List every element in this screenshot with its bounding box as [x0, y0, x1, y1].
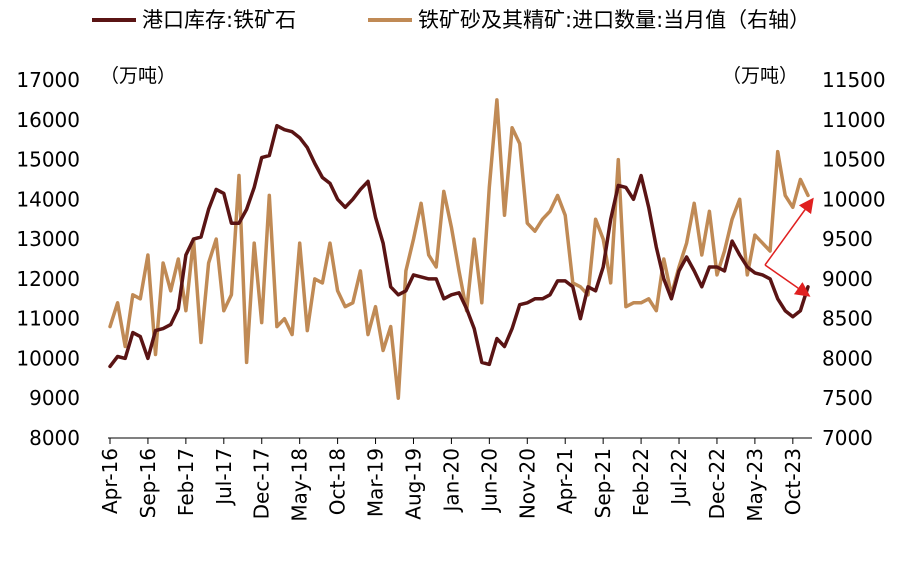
right-tick-label: 7500: [822, 386, 873, 410]
right-tick-label: 11000: [822, 108, 886, 132]
x-tick-label: Feb-22: [629, 448, 653, 516]
x-tick-label: Jul-22: [667, 448, 691, 507]
annotation-arrow-up: [764, 197, 814, 266]
right-tick-label: 9500: [822, 227, 873, 251]
series-line-imports: [108, 98, 810, 400]
right-tick-label: 10000: [822, 187, 886, 211]
left-tick-label: 8000: [29, 426, 80, 450]
x-tick-label: Jan-20: [439, 448, 463, 514]
x-tick-label: Aug-19: [401, 448, 425, 520]
x-tick-label: May-18: [288, 448, 312, 522]
right-axis-unit: （万吨）: [722, 65, 798, 87]
right-tick-label: 8500: [822, 307, 873, 331]
x-tick-label: Oct-23: [781, 448, 805, 515]
x-tick-label: Oct-18: [326, 448, 350, 515]
left-tick-label: 17000: [16, 68, 80, 92]
left-tick-label: 9000: [29, 386, 80, 410]
right-tick-label: 9000: [822, 267, 873, 291]
x-tick-label: Feb-17: [174, 448, 198, 516]
left-tick-label: 12000: [16, 267, 80, 291]
legend-label-imports: 铁矿砂及其精矿:进口数量:当月值（右轴）: [418, 8, 810, 32]
left-tick-label: 14000: [16, 187, 80, 211]
right-axis-ticks: 7000 7500 8000 8500 9000 9500 10000 10500 11000 1…: [822, 68, 886, 450]
right-tick-label: 8000: [822, 346, 873, 370]
left-tick-label: 10000: [16, 346, 80, 370]
x-tick-label: Dec-17: [250, 448, 274, 519]
x-axis-ticks: Apr-16 Sep-16 Feb-17 Jul-17 Dec-17 May-18 Oct-…: [98, 438, 805, 522]
left-axis-unit: （万吨）: [100, 65, 176, 87]
annotation-arrows: [764, 197, 814, 297]
x-tick-label: Sep-21: [591, 448, 615, 518]
left-axis-ticks: 8000 9000 10000 11000 12000 13000 14000 15000 16…: [16, 68, 80, 450]
x-tick-label: Dec-22: [705, 448, 729, 519]
x-tick-label: May-23: [743, 448, 767, 522]
x-tick-label: Sep-16: [136, 448, 160, 518]
x-tick-label: Nov-20: [515, 448, 539, 519]
x-tick-label: Apr-16: [98, 448, 122, 514]
annotation-arrow-down: [764, 264, 811, 297]
series-line-port-inventory: [108, 123, 810, 369]
left-tick-label: 11000: [16, 307, 80, 331]
x-tick-label: Jun-20: [477, 448, 501, 514]
legend: 港口库存:铁矿石 铁矿砂及其精矿:进口数量:当月值（右轴）: [92, 8, 810, 32]
right-tick-label: 11500: [822, 68, 886, 92]
x-tick-label: Mar-19: [364, 448, 388, 517]
legend-label-port-inventory: 港口库存:铁矿石: [142, 8, 296, 32]
x-tick-label: Jul-17: [212, 448, 236, 507]
left-tick-label: 15000: [16, 148, 80, 172]
x-tick-label: Apr-21: [553, 448, 577, 514]
left-tick-label: 16000: [16, 108, 80, 132]
series-layer: [108, 98, 810, 400]
left-tick-label: 13000: [16, 227, 80, 251]
right-tick-label: 7000: [822, 426, 873, 450]
right-tick-label: 10500: [822, 148, 886, 172]
